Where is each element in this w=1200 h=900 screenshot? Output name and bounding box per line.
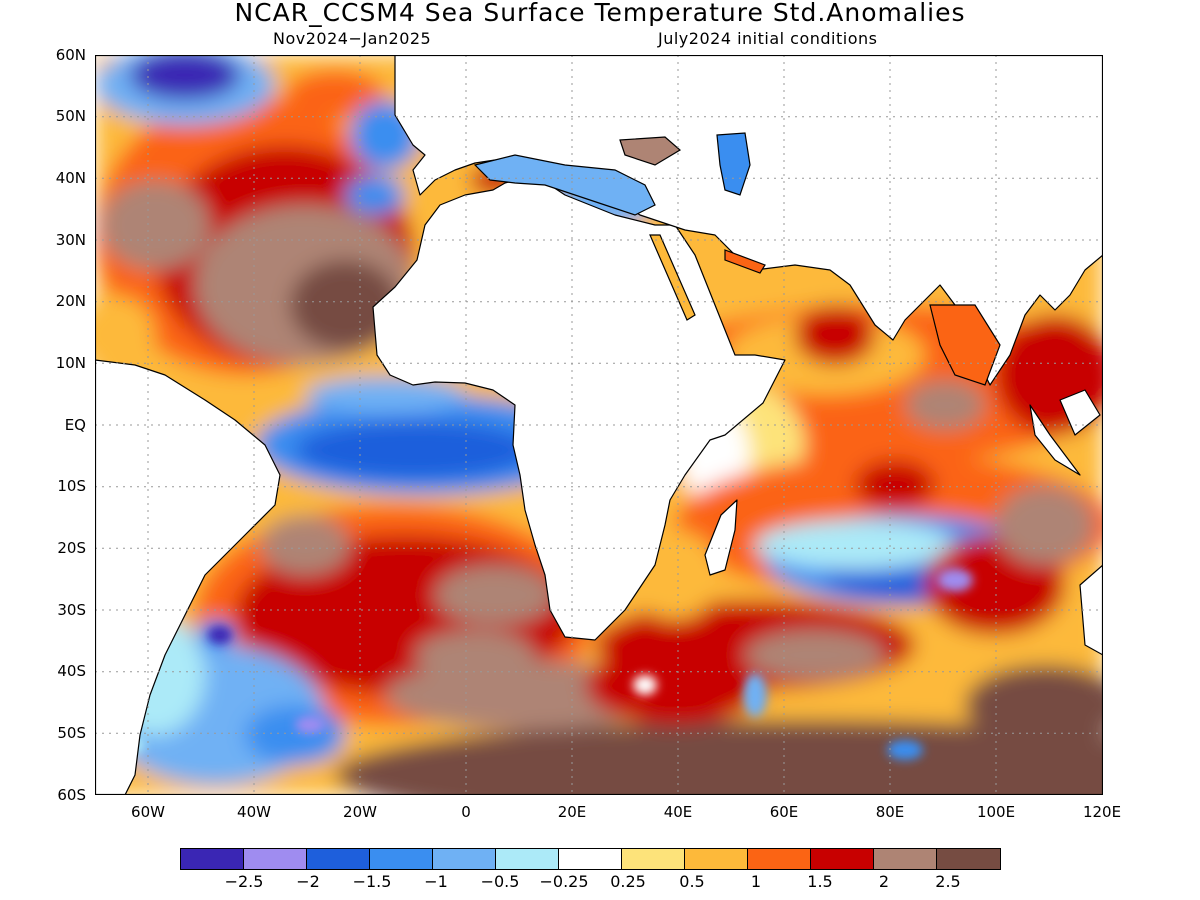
lat-label: 60N xyxy=(55,46,86,64)
lat-label: 10N xyxy=(55,354,86,372)
colorbar-swatch xyxy=(811,849,874,869)
lon-label: 60W xyxy=(131,803,165,821)
colorbar-tick-label: 2 xyxy=(878,872,890,891)
borneo-landmass xyxy=(1059,389,1101,436)
colorbar xyxy=(180,848,1001,870)
map-border xyxy=(95,55,1103,795)
lon-label: 80E xyxy=(875,803,905,821)
lon-label: 20W xyxy=(343,803,377,821)
colorbar-swatch xyxy=(496,849,559,869)
lat-label: 40S xyxy=(57,662,86,680)
lon-label: 60E xyxy=(769,803,799,821)
colorbar-swatch xyxy=(181,849,244,869)
colorbar-swatch xyxy=(433,849,496,869)
sst-anomaly-map xyxy=(95,55,1103,795)
bay-of-bengal xyxy=(929,304,1001,386)
lat-label: 20S xyxy=(57,539,86,557)
lon-label: 0 xyxy=(461,803,471,821)
persian-gulf xyxy=(724,249,766,274)
colorbar-tick-label: −0.25 xyxy=(539,872,589,891)
black-sea xyxy=(619,136,682,166)
initial-conditions: July2024 initial conditions xyxy=(658,29,878,48)
gridlines xyxy=(95,55,1103,795)
forecast-period: Nov2024−Jan2025 xyxy=(273,29,432,48)
map-title: NCAR_CCSM4 Sea Surface Temperature Std.A… xyxy=(234,0,966,27)
colorbar-swatch xyxy=(559,849,622,869)
colorbar-tick-label: 2.5 xyxy=(935,872,961,891)
colorbar-tick-label: 1.5 xyxy=(807,872,833,891)
colorbar-tick-label: 0.5 xyxy=(679,872,705,891)
lon-label: 100E xyxy=(976,803,1016,821)
caspian-sea xyxy=(716,132,751,196)
red-sea xyxy=(649,234,696,321)
lat-label: 50S xyxy=(57,724,86,742)
colorbar-tick-label: −0.5 xyxy=(480,872,520,891)
lat-label: 10S xyxy=(57,477,86,495)
colorbar-swatch xyxy=(937,849,1000,869)
sumatra-landmass xyxy=(1029,404,1081,476)
colorbar-swatch xyxy=(622,849,685,869)
lon-label: 40E xyxy=(663,803,693,821)
colorbar-swatch xyxy=(874,849,937,869)
lon-label: 20E xyxy=(557,803,587,821)
lat-label: 30N xyxy=(55,231,86,249)
colorbar-tick-label: −2.5 xyxy=(224,872,264,891)
lat-label: 40N xyxy=(55,169,86,187)
colorbar-tick-label: 0.25 xyxy=(610,872,646,891)
lat-label: EQ xyxy=(64,416,86,434)
colorbar-swatch xyxy=(307,849,370,869)
colorbar-tick-label: −1.5 xyxy=(352,872,392,891)
lat-label: 60S xyxy=(57,786,86,804)
south-america-landmass xyxy=(95,359,281,795)
lat-label: 50N xyxy=(55,107,86,125)
colorbar-swatch xyxy=(370,849,433,869)
lon-label: 40W xyxy=(237,803,271,821)
inland-seas xyxy=(473,132,1001,386)
australia-landmass xyxy=(1079,564,1103,656)
colorbar-tick-label: 1 xyxy=(750,872,762,891)
lat-label: 30S xyxy=(57,601,86,619)
madagascar-landmass xyxy=(704,499,738,576)
colorbar-tick-label: −1 xyxy=(424,872,448,891)
mediterranean-sea xyxy=(473,154,656,216)
colorbar-swatch xyxy=(244,849,307,869)
colorbar-tick-label: −2 xyxy=(296,872,320,891)
lat-label: 20N xyxy=(55,292,86,310)
colorbar-swatch xyxy=(748,849,811,869)
lon-label: 120E xyxy=(1082,803,1122,821)
colorbar-swatch xyxy=(685,849,748,869)
